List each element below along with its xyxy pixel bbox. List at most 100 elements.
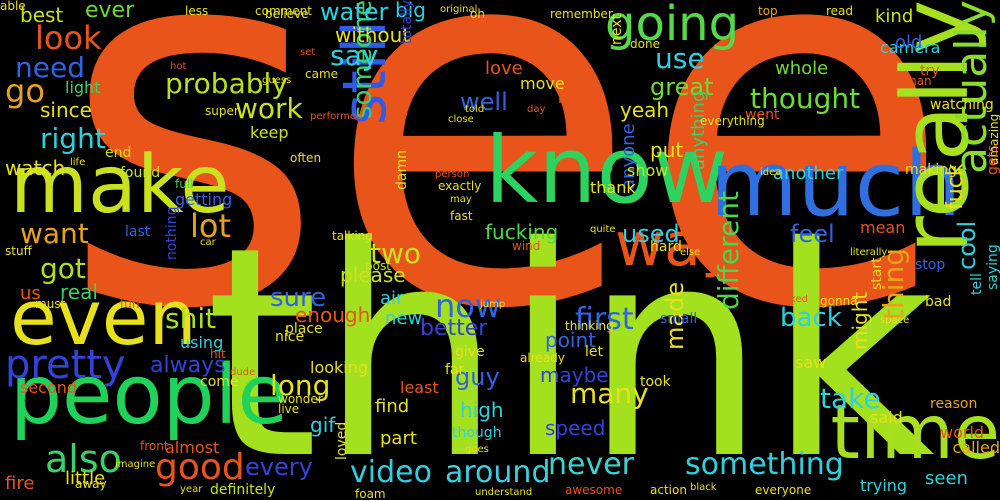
word-now: now	[435, 287, 502, 325]
word-trying: trying	[860, 476, 908, 495]
word-water: water	[320, 0, 389, 26]
word-high: high	[460, 398, 504, 422]
word-front: front	[140, 439, 169, 453]
word-getting: getting	[175, 190, 233, 209]
word-saw: saw	[795, 353, 827, 372]
word-fun: fun	[120, 297, 140, 311]
word-everything: everything	[700, 114, 765, 128]
word-world: world	[940, 423, 985, 442]
word-told: told	[465, 104, 485, 115]
word-well: well	[460, 88, 508, 116]
word-saying: saying	[985, 244, 1000, 290]
word-shit: shit	[165, 302, 217, 335]
word-whole: whole	[775, 58, 829, 79]
word-wind: wind	[512, 239, 541, 253]
word-best: best	[20, 3, 64, 27]
word-almost: almost	[165, 438, 220, 457]
word-less: less	[185, 4, 209, 18]
word-done: done	[630, 37, 660, 51]
word-reason: reason	[930, 396, 978, 412]
word-bad: bad	[925, 294, 952, 310]
word-believe: believe	[265, 7, 309, 21]
word-gonna: gonna	[820, 294, 858, 308]
word-end: end	[105, 145, 132, 161]
word-people: people	[10, 348, 288, 443]
word-life: life	[70, 157, 86, 168]
word-nice: nice	[275, 329, 305, 345]
word-real: real	[60, 280, 98, 304]
word-man: man	[905, 74, 932, 88]
word-better: better	[420, 316, 488, 341]
word-nothing: nothing	[164, 206, 180, 260]
word-making: making	[905, 162, 957, 178]
word-use: use	[655, 42, 705, 75]
word-seen: seen	[925, 468, 968, 489]
word-yeah: yeah	[620, 98, 670, 122]
word-goes: goes	[465, 444, 489, 455]
word-bit: bit	[558, 91, 577, 107]
word-last: last	[125, 224, 151, 240]
word-tell: tell	[969, 273, 985, 295]
word-performed: performed	[310, 111, 363, 122]
word-around: around	[445, 455, 551, 490]
word-us: us	[20, 283, 41, 304]
word-jump: jump	[480, 299, 506, 310]
word-work: work	[235, 92, 303, 125]
word-fucking: fucking	[485, 220, 559, 244]
word-pretty: pretty	[5, 342, 126, 388]
word-got: got	[40, 252, 86, 285]
word-something: something	[685, 447, 844, 482]
word-light: light	[65, 78, 101, 97]
word-totally: totally	[399, 0, 415, 45]
word-wonder: wonder	[278, 392, 323, 406]
word-may: may	[450, 194, 472, 205]
word-video: video	[350, 455, 432, 490]
word-thought: thought	[750, 82, 861, 115]
word-going: going	[605, 0, 740, 52]
word-feel: feel	[790, 220, 835, 248]
word-thank: thank	[590, 178, 636, 197]
word-oh: oh	[470, 7, 485, 21]
word-guy: guy	[455, 363, 500, 391]
word-already: already	[520, 351, 565, 365]
word-space: space	[880, 315, 910, 326]
word-quite: quite	[590, 224, 616, 235]
word-since: since	[40, 98, 92, 122]
word-literally: literally	[850, 247, 888, 258]
word-guess: guess	[262, 75, 292, 86]
word-come: come	[200, 374, 239, 390]
word-right: right	[40, 122, 106, 155]
word-sure: sure	[270, 283, 327, 313]
word-think: think	[205, 186, 935, 500]
word-damn: damn	[394, 150, 410, 190]
word-looking: looking	[310, 358, 369, 377]
word-everyone: everyone	[755, 483, 812, 497]
word-try: try	[920, 63, 940, 79]
word-stuff: stuff	[5, 244, 32, 258]
word-cool: cool	[953, 220, 981, 270]
word-found: found	[120, 165, 161, 181]
word-read: read	[826, 4, 854, 18]
word-mean: mean	[860, 218, 906, 237]
word-enough: enough	[295, 303, 371, 327]
word-full: full	[175, 177, 194, 191]
word-looked: looked	[775, 294, 808, 305]
word-maybe: maybe	[540, 363, 609, 387]
word-way: way	[615, 210, 737, 280]
word-picture: picture	[365, 207, 400, 218]
word-probably: probably	[165, 67, 288, 100]
word-dude: dude	[230, 367, 256, 378]
word-top: top	[758, 4, 778, 18]
word-love: love	[485, 58, 523, 79]
word-ever: ever	[85, 0, 135, 23]
word-put: put	[650, 138, 684, 162]
word-called: called	[952, 438, 1000, 457]
word-much: much	[710, 132, 962, 237]
word-look: look	[35, 19, 102, 57]
word-also: also	[45, 437, 122, 481]
word-able: able	[0, 0, 26, 13]
word-place: place	[285, 321, 323, 337]
word-start: start	[869, 257, 885, 290]
word-take: take	[820, 382, 881, 415]
word-need: need	[15, 51, 85, 84]
